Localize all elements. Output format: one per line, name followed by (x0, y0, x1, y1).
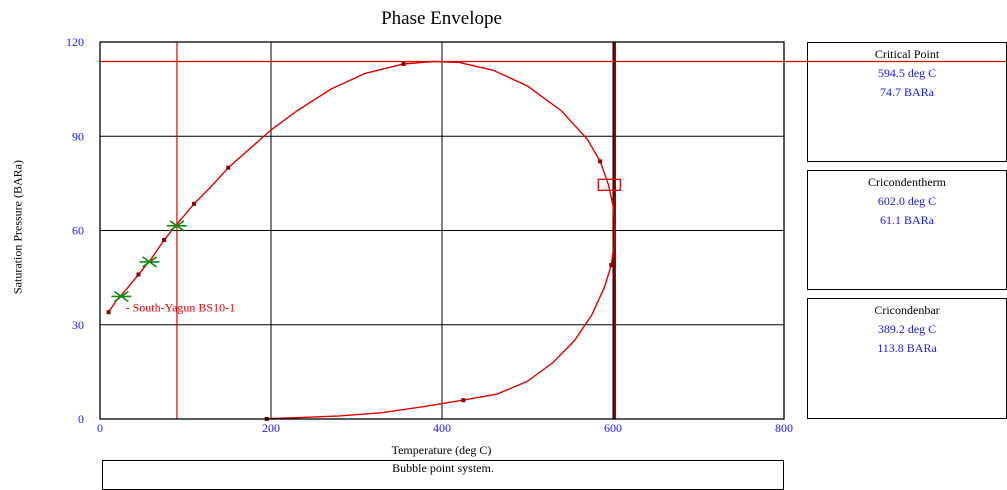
system-status-box: Bubble point system. (102, 460, 784, 490)
chart-title: Phase Envelope (381, 8, 502, 29)
x-tick-label: 400 (433, 421, 451, 435)
critical-point-temp: 594.5 deg C (877, 66, 937, 80)
series-label: - South-Yagun BS10-1 (126, 300, 235, 314)
y-tick-label: 120 (66, 35, 84, 49)
cricondentherm-panel: Cricondentherm 602.0 deg C 61.1 BARa (807, 170, 1007, 290)
x-tick-label: 200 (262, 421, 280, 435)
critical-point-panel: Critical Point 594.5 deg C 74.7 BARa (807, 42, 1007, 162)
series-layer: - South-Yagun BS10-1 (100, 42, 1007, 421)
system-status-text: Bubble point system. (392, 461, 494, 475)
star-marker (111, 290, 132, 303)
cricondentherm-title: Cricondentherm (868, 175, 946, 189)
critical-point-title: Critical Point (874, 47, 940, 61)
tick-labels: 0 200 400 600 800 0 30 60 90 120 (66, 35, 793, 435)
data-point-marker (609, 263, 614, 268)
y-tick-label: 60 (72, 224, 84, 238)
data-point-marker (401, 61, 406, 66)
x-axis-label: Temperature (deg C) (391, 443, 492, 457)
data-point-marker (136, 272, 141, 277)
x-tick-label: 800 (775, 421, 793, 435)
cricondenbar-pressure: 113.8 BARa (877, 341, 937, 355)
grid (100, 42, 784, 419)
y-tick-label: 30 (72, 318, 84, 332)
data-point-marker (162, 237, 167, 242)
star-marker (139, 256, 160, 268)
cricondenbar-temp: 389.2 deg C (877, 322, 937, 336)
cricondenbar-panel: Cricondenbar 389.2 deg C 113.8 BARa (807, 298, 1007, 419)
x-tick-label: 600 (604, 421, 622, 435)
data-point-marker (226, 165, 231, 170)
critical-point-pressure: 74.7 BARa (880, 85, 934, 99)
star-marker (166, 220, 187, 232)
cricondentherm-pressure: 61.1 BARa (880, 213, 934, 227)
data-point-marker (192, 201, 197, 206)
x-tick-label: 0 (97, 421, 103, 435)
data-point-marker (461, 398, 466, 403)
phase-envelope-line (107, 60, 616, 420)
cricondentherm-temp: 602.0 deg C (877, 194, 937, 208)
critical-point-marker (597, 178, 621, 191)
y-tick-label: 0 (78, 412, 84, 426)
y-tick-label: 90 (72, 129, 84, 143)
plot-frame (99, 41, 785, 420)
cricondenbar-title: Cricondenbar (874, 303, 940, 317)
data-point-marker (598, 159, 603, 164)
data-point-marker (106, 310, 111, 315)
